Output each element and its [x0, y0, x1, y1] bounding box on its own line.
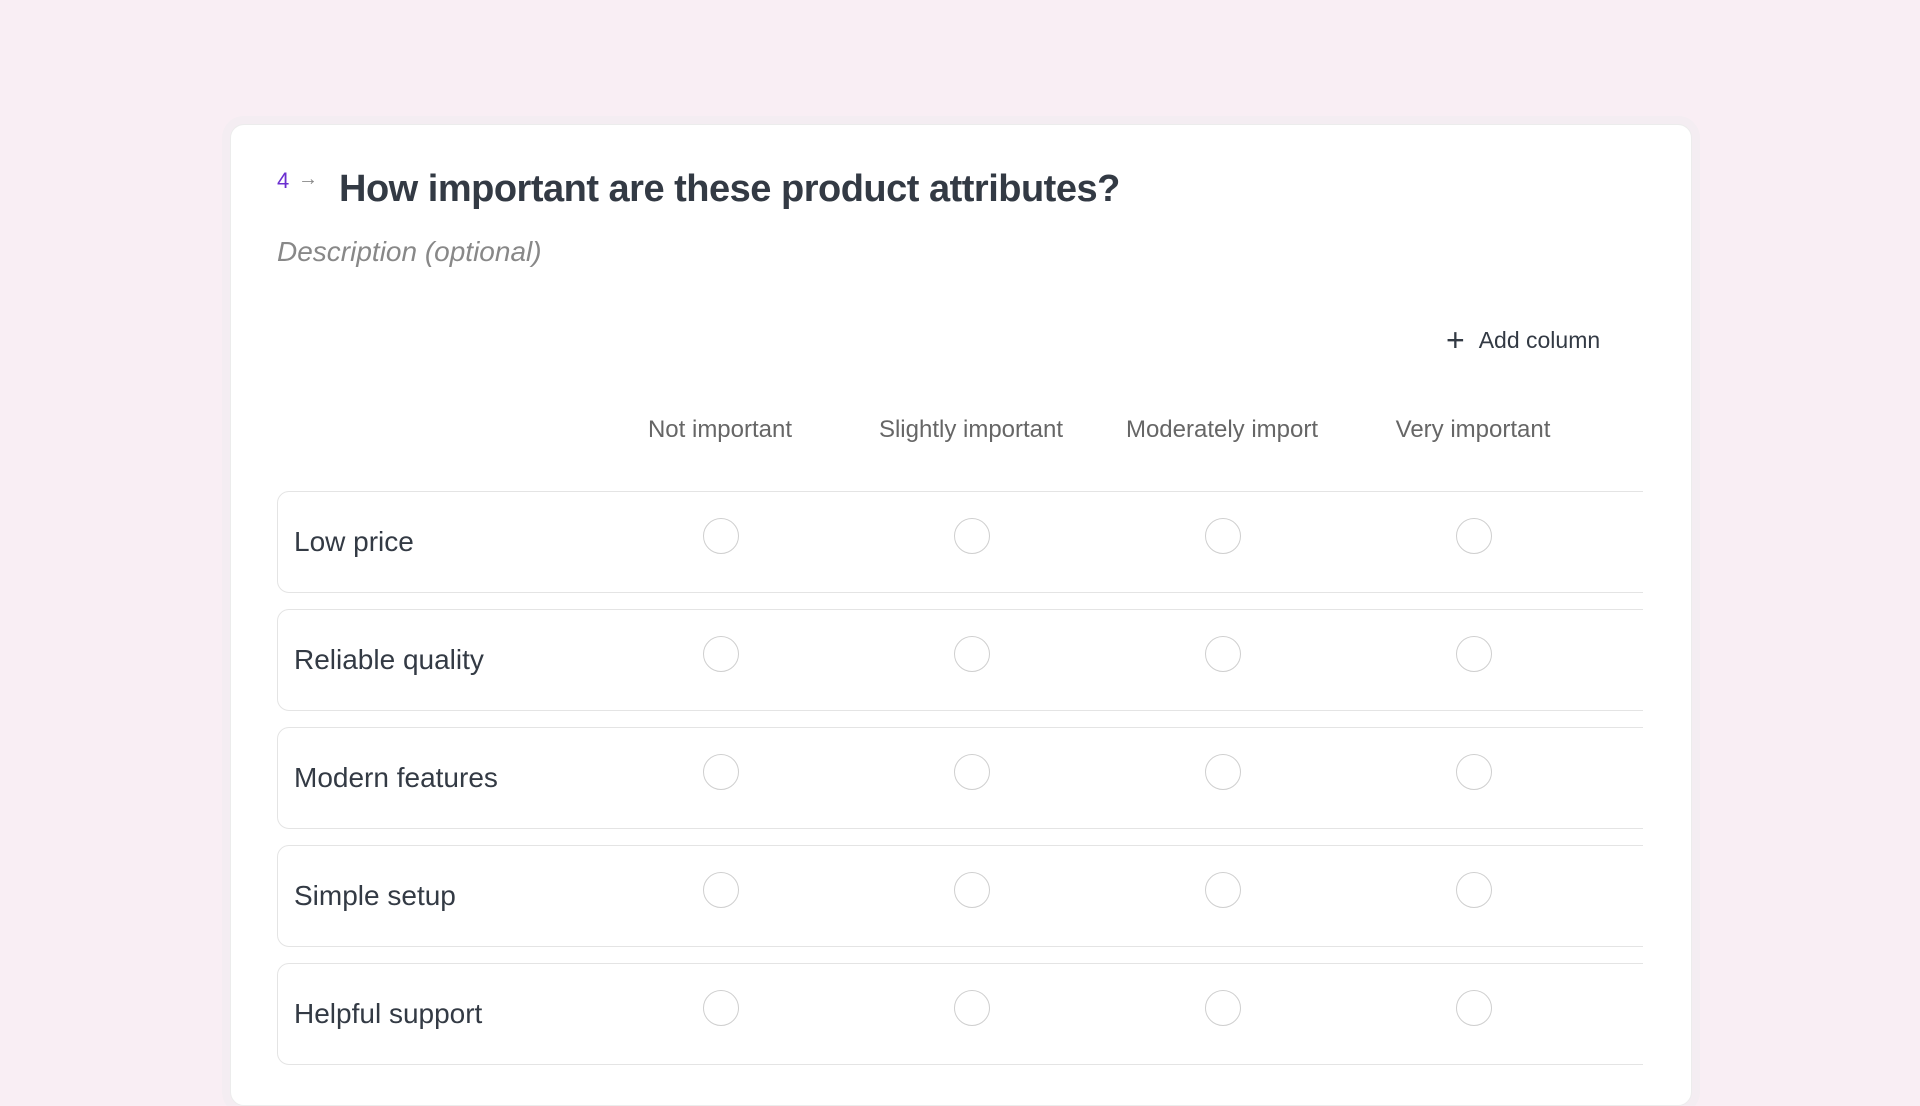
radio-button[interactable]	[1456, 872, 1492, 908]
row-label[interactable]: Helpful support	[294, 998, 483, 1029]
radio-button[interactable]	[1456, 990, 1492, 1026]
question-description[interactable]: Description (optional)	[277, 236, 542, 267]
radio-button[interactable]	[1456, 518, 1492, 554]
matrix-grid: Not important Slightly important Moderatel…	[277, 400, 1643, 1080]
matrix-row: Low price	[277, 491, 1643, 593]
radio-button[interactable]	[1205, 990, 1241, 1026]
matrix-row: Modern features	[277, 727, 1643, 829]
matrix-row: Helpful support	[277, 963, 1643, 1065]
radio-button[interactable]	[703, 872, 739, 908]
radio-button[interactable]	[703, 518, 739, 554]
column-header[interactable]: Not important	[647, 416, 793, 443]
row-label[interactable]: Low price	[294, 526, 414, 557]
radio-button[interactable]	[703, 636, 739, 672]
radio-button[interactable]	[1456, 636, 1492, 672]
radio-button[interactable]	[954, 990, 990, 1026]
row-label[interactable]: Reliable quality	[294, 644, 484, 675]
radio-button[interactable]	[954, 754, 990, 790]
question-number: 4	[277, 168, 290, 193]
row-label[interactable]: Simple setup	[294, 880, 456, 911]
radio-button[interactable]	[1205, 872, 1241, 908]
radio-button[interactable]	[1205, 518, 1241, 554]
arrow-icon: →	[298, 168, 318, 190]
radio-button[interactable]	[954, 872, 990, 908]
add-column-label: Add column	[1478, 326, 1601, 353]
column-header[interactable]: Moderately import	[1125, 416, 1319, 443]
row-label[interactable]: Modern features	[294, 762, 498, 793]
matrix-row: Simple setup	[277, 845, 1643, 947]
radio-button[interactable]	[703, 990, 739, 1026]
radio-button[interactable]	[1205, 754, 1241, 790]
add-column-button[interactable]: + Add column	[1446, 324, 1600, 356]
matrix-row: Reliable quality	[277, 609, 1643, 711]
radio-button[interactable]	[954, 518, 990, 554]
plus-icon: +	[1446, 322, 1465, 358]
column-header[interactable]: Slightly important	[878, 416, 1064, 443]
column-header[interactable]: Very important	[1395, 416, 1551, 443]
question-title[interactable]: How important are these product attribut…	[339, 168, 1120, 210]
radio-button[interactable]	[1205, 636, 1241, 672]
radio-button[interactable]	[1456, 754, 1492, 790]
page: 4 → How important are these product attr…	[230, 124, 1692, 1106]
radio-button[interactable]	[703, 754, 739, 790]
radio-button[interactable]	[954, 636, 990, 672]
